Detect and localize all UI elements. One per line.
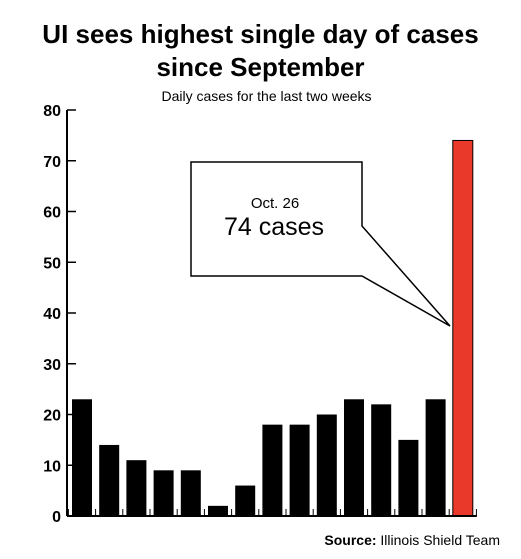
y-tick-label: 50 [43,255,61,272]
bars [72,139,474,517]
y-tick-label: 40 [43,306,61,323]
source-note: Source: Illinois Shield Team [324,532,500,548]
bar [72,399,92,516]
bar [316,414,337,516]
callout-box [190,161,451,327]
callout-value: 74 cases [224,213,324,241]
y-tick-label: 60 [43,205,61,222]
bar [425,399,446,516]
bar [235,485,256,516]
bar [398,439,419,516]
bar [153,470,174,516]
y-tick-label: 30 [43,357,61,374]
bar [99,444,120,516]
callout-date: Oct. 26 [251,195,299,212]
bar [180,470,201,516]
highlight-bar [452,139,474,517]
bar [344,399,364,516]
bar [289,424,310,516]
y-tick-label: 20 [43,408,61,425]
chart-subtitle: Daily cases for the last two weeks [161,88,372,104]
bar [262,424,283,516]
annotation-callout: Oct. 26 74 cases [190,161,451,327]
chart-title-line-1: UI sees highest single day of cases [42,19,479,49]
bar [371,404,392,516]
source-label: Source: [324,532,377,548]
bar [208,505,228,516]
x-axis [67,509,477,517]
y-axis: 0 10 20 30 40 50 60 70 80 [43,103,76,526]
y-tick-label: 80 [43,103,61,120]
y-tick-label: 0 [52,509,61,526]
y-tick-label: 70 [43,154,61,171]
bar [126,460,147,516]
y-tick-label: 10 [43,458,61,475]
chart-title-line-2: since September [156,52,365,82]
chart-title: UI sees highest single day of cases sinc… [0,18,521,84]
source-text: Illinois Shield Team [380,532,500,548]
